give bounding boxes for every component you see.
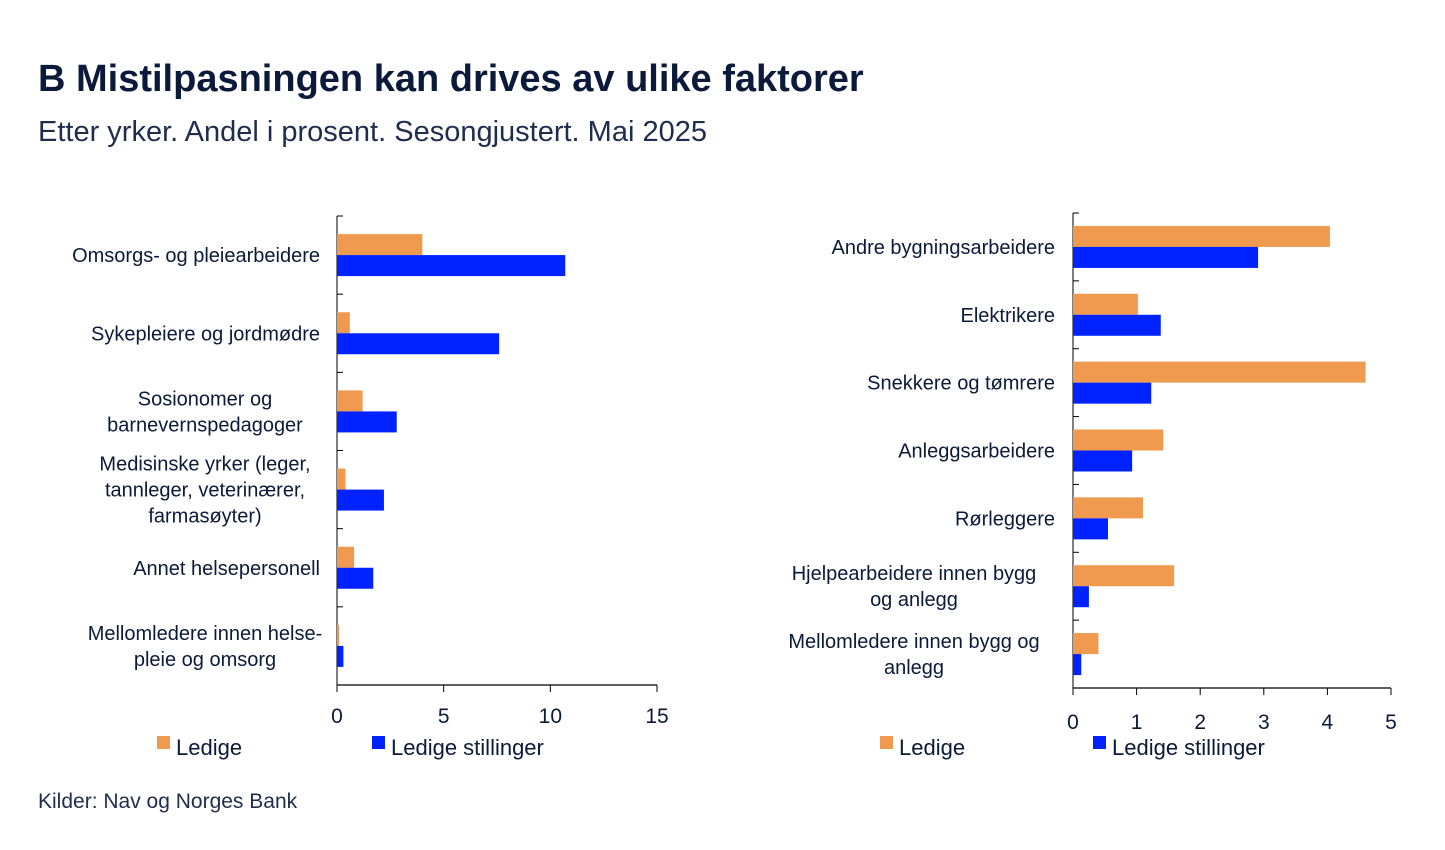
bar-ledige	[1073, 361, 1366, 383]
chart-subtitle: Etter yrker. Andel i prosent. Sesongjust…	[38, 116, 707, 148]
legend-swatch	[157, 736, 170, 749]
category-label: farmasøyter)	[148, 506, 261, 528]
category-label: Rørleggere	[955, 508, 1055, 530]
category-label: Mellomledere innen helse-	[88, 623, 323, 645]
x-tick-label: 1	[1131, 711, 1143, 734]
category-label: Medisinske yrker (leger,	[99, 454, 310, 476]
x-tick-label: 2	[1194, 711, 1206, 734]
x-tick-label: 0	[1067, 711, 1079, 734]
bar-ledige-stillinger	[337, 645, 344, 667]
category-label: Omsorgs- og pleiearbeidere	[72, 245, 320, 267]
bar-ledige-stillinger	[1073, 586, 1089, 608]
category-label: Sykepleiere og jordmødre	[91, 323, 320, 345]
bar-ledige	[1073, 293, 1138, 315]
category-label: barnevernspedagoger	[107, 414, 303, 436]
bar-ledige-stillinger	[1073, 654, 1082, 676]
bar-ledige	[1073, 497, 1143, 519]
category-label: og anlegg	[870, 589, 958, 611]
legend-swatch	[372, 736, 385, 749]
category-label: Sosionomer og	[138, 388, 273, 410]
bar-ledige	[337, 468, 346, 490]
category-label: tannleger, veterinærer,	[105, 480, 305, 502]
category-label: anlegg	[884, 657, 944, 679]
bar-ledige	[337, 546, 355, 568]
category-label: Snekkere og tømrere	[867, 373, 1055, 395]
bar-ledige-stillinger	[337, 411, 397, 433]
x-tick-label: 10	[539, 705, 562, 728]
legend-label: Ledige	[176, 735, 242, 760]
x-tick-label: 4	[1322, 711, 1334, 734]
legend-label: Ledige stillinger	[1112, 735, 1265, 760]
bar-ledige	[1073, 225, 1330, 247]
bar-ledige	[337, 312, 350, 334]
legend-label: Ledige stillinger	[391, 735, 544, 760]
category-label: Hjelpearbeidere innen bygg	[792, 563, 1037, 585]
chart-title: B Mistilpasningen kan drives av ulike fa…	[38, 58, 864, 100]
bar-ledige-stillinger	[337, 255, 566, 277]
legend-label: Ledige	[899, 735, 965, 760]
legend-swatch	[1093, 736, 1106, 749]
bar-ledige	[337, 624, 340, 646]
category-label: Anleggsarbeidere	[898, 441, 1055, 463]
x-tick-label: 5	[438, 705, 450, 728]
x-tick-label: 5	[1385, 711, 1397, 734]
bar-ledige	[337, 234, 423, 256]
bar-ledige-stillinger	[1073, 450, 1133, 472]
legend-swatch	[880, 736, 893, 749]
bar-ledige-stillinger	[1073, 314, 1161, 336]
source-note: Kilder: Nav og Norges Bank	[38, 790, 298, 813]
category-label: Annet helsepersonell	[133, 558, 320, 580]
bar-ledige-stillinger	[1073, 246, 1259, 268]
bar-ledige-stillinger	[337, 333, 500, 355]
bar-ledige	[1073, 565, 1175, 587]
bar-ledige-stillinger	[1073, 518, 1108, 540]
bar-ledige	[1073, 633, 1099, 655]
category-label: Andre bygningsarbeidere	[832, 237, 1056, 259]
x-tick-label: 15	[645, 705, 668, 728]
bar-ledige	[1073, 429, 1164, 451]
category-label: pleie og omsorg	[134, 649, 276, 671]
bar-ledige	[337, 390, 363, 412]
category-label: Mellomledere innen bygg og	[788, 631, 1039, 653]
bar-ledige-stillinger	[1073, 382, 1152, 404]
bar-ledige-stillinger	[337, 567, 374, 589]
category-label: Elektrikere	[961, 305, 1055, 327]
bar-ledige-stillinger	[337, 489, 384, 511]
x-tick-label: 0	[331, 705, 343, 728]
x-tick-label: 3	[1258, 711, 1270, 734]
